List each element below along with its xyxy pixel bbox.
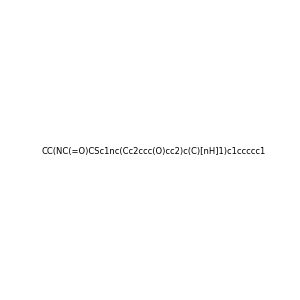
Text: CC(NC(=O)CSc1nc(Cc2ccc(O)cc2)c(C)[nH]1)c1ccccc1: CC(NC(=O)CSc1nc(Cc2ccc(O)cc2)c(C)[nH]1)c… <box>42 147 266 156</box>
